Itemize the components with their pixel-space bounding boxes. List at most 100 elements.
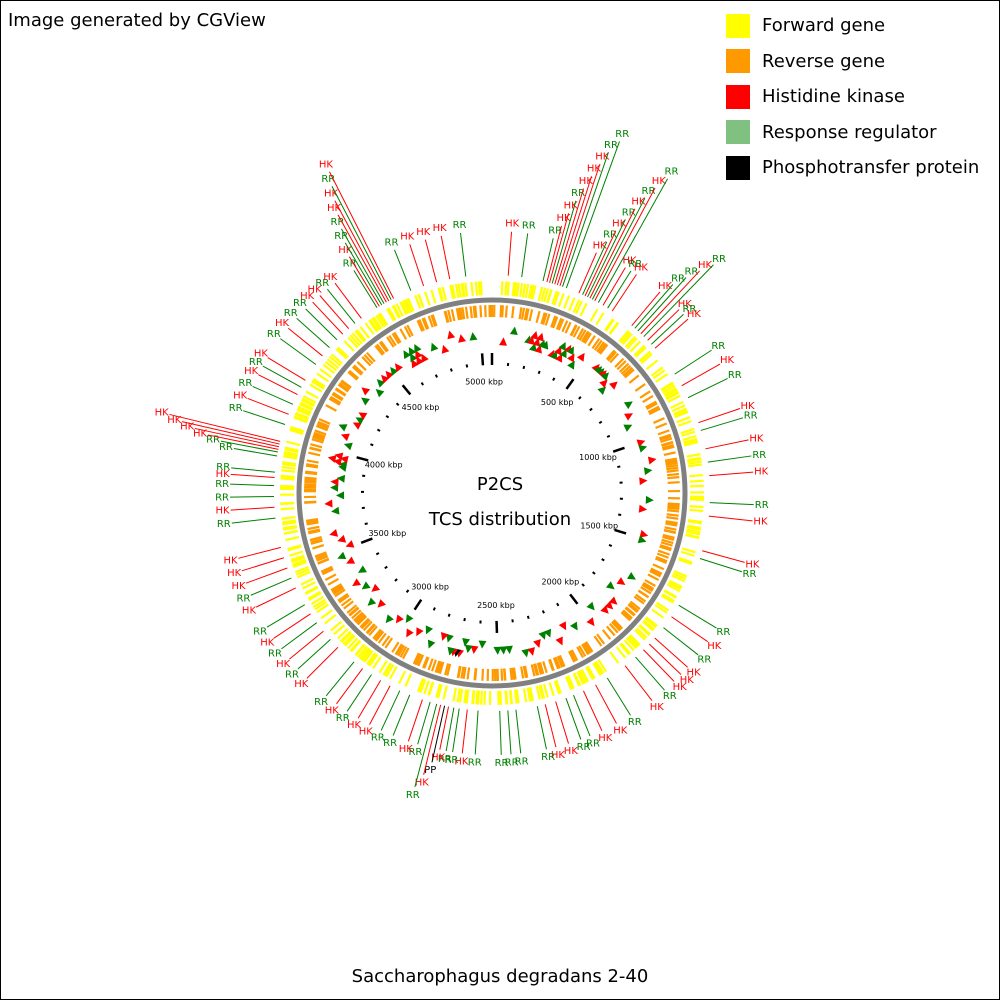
callout-line xyxy=(230,473,275,479)
reverse-gene xyxy=(394,643,403,655)
forward-gene xyxy=(506,281,510,296)
rr-marker xyxy=(338,424,348,432)
forward-gene xyxy=(366,652,377,665)
rr-marker xyxy=(605,581,615,590)
rr-marker xyxy=(493,646,502,655)
callout-line xyxy=(507,710,512,755)
callout-line xyxy=(651,313,684,345)
forward-gene-track xyxy=(279,281,705,706)
reverse-gene xyxy=(665,461,678,466)
forward-gene xyxy=(354,643,366,656)
feature-label: RR xyxy=(453,220,467,231)
callout-line xyxy=(267,357,306,381)
reverse-gene xyxy=(466,667,471,680)
reverse-gene xyxy=(304,478,317,483)
feature-label: HK xyxy=(319,160,334,171)
forward-gene xyxy=(572,299,581,314)
forward-gene xyxy=(650,366,664,377)
callout-line xyxy=(611,274,637,312)
forward-gene xyxy=(330,620,343,632)
forward-gene xyxy=(295,568,310,576)
ruler-tick xyxy=(465,364,469,368)
forward-gene xyxy=(568,297,576,312)
reverse-gene xyxy=(359,617,370,628)
rr-marker xyxy=(567,360,575,370)
callout-line xyxy=(287,327,323,357)
callout-line xyxy=(559,164,601,287)
callout-line xyxy=(346,674,372,712)
callout-line xyxy=(305,308,338,341)
callout-line xyxy=(380,690,401,731)
feature-label: HK xyxy=(347,720,362,731)
reverse-gene xyxy=(307,528,321,534)
reverse-gene xyxy=(324,573,337,581)
hk-marker xyxy=(533,639,541,648)
reverse-gene xyxy=(655,555,668,563)
reverse-gene xyxy=(450,309,456,322)
reverse-gene xyxy=(416,319,424,332)
reverse-gene xyxy=(649,570,662,578)
reverse-gene xyxy=(504,305,508,318)
feature-label: RR xyxy=(315,278,329,289)
callout-line xyxy=(536,706,547,750)
reverse-gene xyxy=(305,517,319,522)
hk-marker xyxy=(330,478,339,487)
forward-gene xyxy=(280,501,295,505)
rr-marker xyxy=(425,625,434,635)
callout-line xyxy=(306,646,339,679)
reverse-gene xyxy=(634,383,646,392)
callout-line xyxy=(709,471,754,477)
feature-label: HK xyxy=(564,201,579,212)
reverse-gene xyxy=(585,641,594,653)
ruler-tick xyxy=(384,565,388,570)
rr-marker xyxy=(643,467,653,476)
reverse-gene xyxy=(652,563,665,571)
reverse-gene xyxy=(650,568,662,576)
forward-gene xyxy=(311,380,325,390)
feature-label: HK xyxy=(233,391,248,402)
forward-gene xyxy=(683,440,699,447)
forward-gene xyxy=(391,305,401,319)
forward-gene xyxy=(378,312,389,326)
forward-gene xyxy=(619,643,631,656)
forward-gene xyxy=(689,479,704,483)
forward-gene xyxy=(633,344,646,357)
reverse-gene xyxy=(512,667,517,680)
callout-line xyxy=(336,668,363,705)
rr-marker xyxy=(627,572,636,580)
hk-marker xyxy=(340,433,350,442)
forward-gene xyxy=(283,455,298,460)
feature-label: RR xyxy=(603,230,617,241)
callout-line xyxy=(289,630,324,660)
forward-gene xyxy=(680,427,695,435)
reverse-gene xyxy=(372,628,382,640)
callout-line xyxy=(594,187,656,301)
callout-line xyxy=(624,665,653,701)
forward-gene xyxy=(683,437,698,444)
forward-gene xyxy=(595,660,605,674)
legend-label: Response regulator xyxy=(762,121,937,143)
reverse-gene xyxy=(313,431,326,438)
forward-gene xyxy=(686,453,701,458)
forward-gene xyxy=(540,287,547,302)
feature-label: HK xyxy=(433,223,448,234)
feature-label: RR xyxy=(444,755,458,766)
feature-label: HK xyxy=(557,213,572,224)
feature-label: RR xyxy=(267,329,281,340)
ruler-tick xyxy=(565,378,575,390)
reverse-gene xyxy=(534,663,540,676)
callout-line xyxy=(431,705,446,763)
callout-line xyxy=(671,616,708,643)
ruler-label: 3000 kbp xyxy=(411,582,449,591)
forward-gene xyxy=(479,281,483,296)
forward-gene xyxy=(301,397,316,406)
feature-label: HK xyxy=(242,606,257,617)
reverse-gene xyxy=(558,655,566,668)
reverse-gene xyxy=(572,326,581,338)
reverse-gene xyxy=(624,607,636,617)
forward-gene xyxy=(585,666,594,680)
reverse-gene xyxy=(391,641,400,653)
feature-label: HK xyxy=(613,726,628,737)
forward-gene xyxy=(640,353,653,364)
reverse-gene xyxy=(354,612,365,623)
